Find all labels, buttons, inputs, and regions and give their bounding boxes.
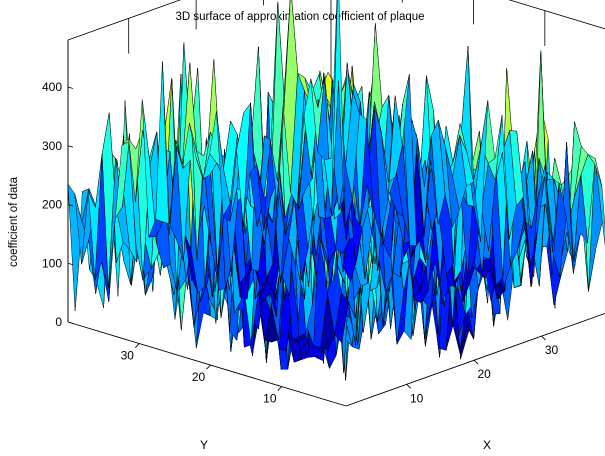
z-tick-label-4: 400 (42, 80, 62, 94)
back-top-edge-right (508, 0, 605, 30)
y-axis: 10 20 30 (121, 343, 283, 406)
chart-title: 3D surface of approximation coefficient … (175, 11, 424, 23)
z-tick-label-0: 0 (55, 315, 62, 329)
x-axis-line (345, 312, 605, 407)
z-tick-mark-3 (67, 145, 74, 148)
z-axis-label: coefficient of data (8, 176, 20, 267)
z-tick-label-2: 200 (42, 198, 62, 212)
y-tick-label-0: 10 (263, 392, 277, 406)
x-tick-mark-0 (406, 383, 412, 389)
y-axis-line (67, 321, 347, 407)
z-tick-mark-1 (67, 262, 74, 266)
y-tick-mark-1 (206, 364, 211, 370)
y-tick-label-2: 30 (121, 349, 135, 363)
x-axis: 10 20 30 (406, 335, 559, 405)
axes-front (67, 312, 605, 407)
y-tick-label-1: 20 (192, 370, 206, 384)
z-axis: 0 100 200 300 400 (42, 40, 74, 329)
surface-facet (324, 0, 338, 215)
z-tick-mark-2 (67, 204, 74, 207)
x-tick-label-1: 20 (477, 367, 491, 381)
y-tick-mark-0 (277, 386, 283, 391)
y-axis-label: Y (200, 438, 208, 452)
x-tick-mark-2 (541, 335, 546, 341)
y-tick-mark-2 (134, 343, 140, 348)
x-axis-label: X (483, 438, 491, 452)
x-tick-label-2: 30 (545, 343, 559, 357)
back-top-edge-left (67, 0, 182, 41)
z-tick-label-3: 300 (42, 139, 62, 153)
z-tick-mark-0 (67, 321, 74, 324)
x-tick-mark-1 (473, 359, 479, 365)
z-tick-mark-4 (67, 86, 74, 89)
x-tick-label-0: 10 (410, 391, 424, 405)
surface-plot (67, 0, 605, 381)
z-tick-label-1: 100 (42, 256, 62, 270)
